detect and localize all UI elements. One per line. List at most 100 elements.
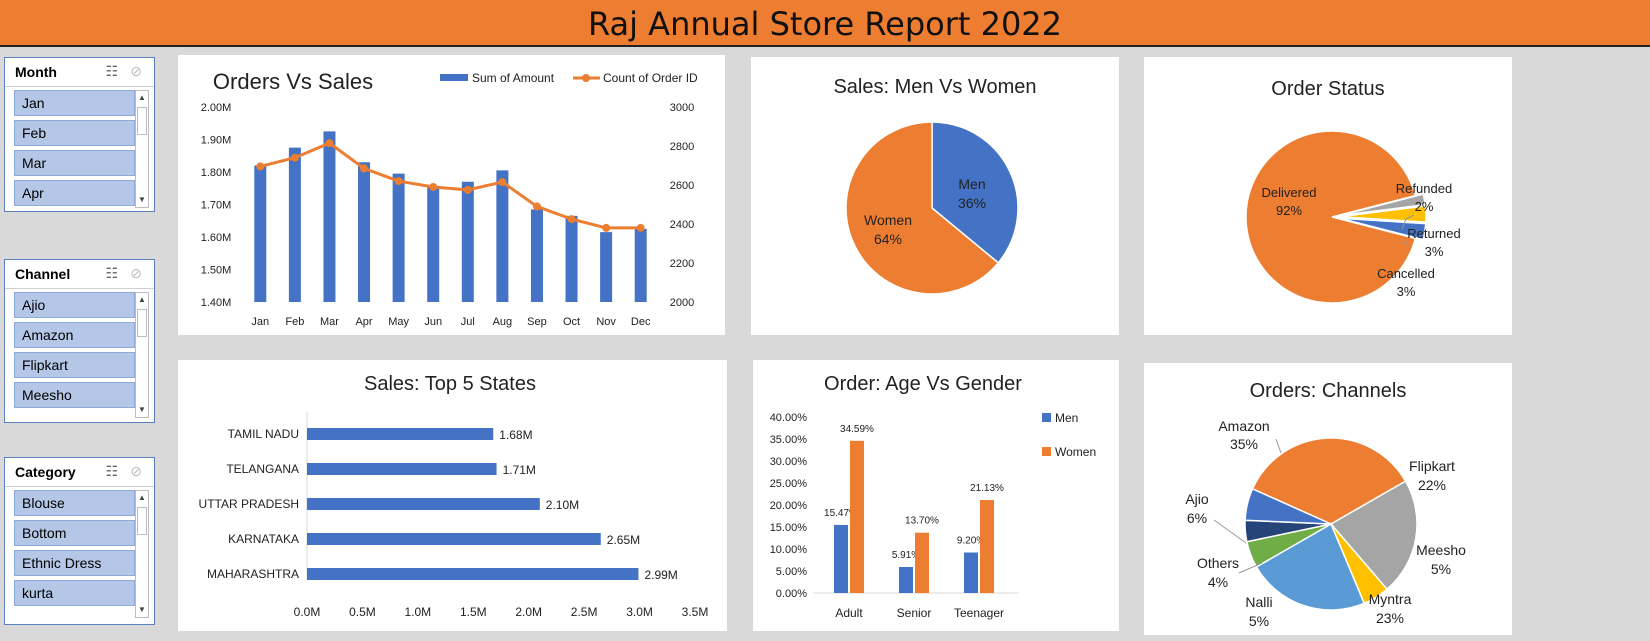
x-tick-label: Jul <box>461 316 475 328</box>
slicer-header: Channel ☷ ⊘ <box>5 260 154 289</box>
bar-value-label: 2.10M <box>546 498 579 512</box>
scroll-up-icon[interactable]: ▲ <box>138 493 146 502</box>
scroll-up-icon[interactable]: ▲ <box>138 295 146 304</box>
legend-label: Women <box>1055 445 1096 459</box>
chart-title: Sales: Top 5 States <box>364 373 536 395</box>
chart-orders-channels: Orders: Channels Amazon 35% Flipkart 22% Mees… <box>1144 363 1512 635</box>
slice-value: 23% <box>1376 610 1404 626</box>
slicer-item[interactable]: Ajio <box>14 292 135 318</box>
bar <box>530 209 543 302</box>
slicer-scrollbar[interactable]: ▲ ▼ <box>135 292 149 418</box>
slicer-item[interactable]: Meesho <box>14 382 135 408</box>
legend-label: Sum of Amount <box>472 71 555 85</box>
x-tick-label: Dec <box>631 316 651 328</box>
legend-marker <box>582 74 590 82</box>
bar-value-label: 2.65M <box>607 533 640 547</box>
slice-value: 64% <box>874 231 902 247</box>
report-header: Raj Annual Store Report 2022 <box>0 0 1650 47</box>
bar <box>288 147 301 302</box>
line-point <box>256 162 265 171</box>
scroll-down-icon[interactable]: ▼ <box>138 405 146 414</box>
pie-slice <box>1339 193 1427 217</box>
y-tick-label: 1.60M <box>201 232 232 244</box>
bar <box>461 181 474 302</box>
chart-orders-vs-sales: Orders Vs Sales 1.40M 1.50M 1.60M 1.70M 1.80M… <box>178 55 725 335</box>
slicer-category[interactable]: Category ☷ ⊘ Blouse Bottom Ethnic Dress … <box>4 457 155 625</box>
slice-value: 92% <box>1276 203 1302 218</box>
clear-filter-icon[interactable]: ⊘ <box>130 63 142 79</box>
y-tick-label: 35.00% <box>770 434 808 446</box>
bar-value-label: 34.59% <box>840 424 874 435</box>
multi-select-icon[interactable]: ☷ <box>105 63 118 79</box>
chart-top-states: Sales: Top 5 States TAMIL NADU 1.68M TELANG… <box>178 360 727 631</box>
slice-value: 36% <box>958 195 986 211</box>
y-tick-label: 30.00% <box>770 456 808 468</box>
x-tick-label: 2.5M <box>571 605 598 619</box>
y-tick-label: 5.00% <box>776 566 807 578</box>
y-tick-label: 40.00% <box>770 412 808 424</box>
scroll-thumb[interactable] <box>137 107 147 135</box>
bar <box>323 131 336 302</box>
slicer-item[interactable]: kurta <box>14 580 135 606</box>
bar <box>964 552 978 593</box>
slice-label: Ajio <box>1185 491 1209 507</box>
multi-select-icon[interactable]: ☷ <box>105 265 118 281</box>
chart-title: Order Status <box>1271 78 1384 100</box>
slice-label: Flipkart <box>1409 458 1455 474</box>
chart-order-status: Order Status Delivered 92% Refunded 2% Return… <box>1144 57 1512 335</box>
scroll-down-icon[interactable]: ▼ <box>138 195 146 204</box>
slicer-title: Category <box>15 464 76 480</box>
x-tick-label: Sep <box>527 316 547 328</box>
scroll-thumb[interactable] <box>137 309 147 337</box>
slice-label: Amazon <box>1218 418 1269 434</box>
x-tick-label: Apr <box>355 316 372 328</box>
bar <box>600 232 613 302</box>
series-line <box>259 141 641 230</box>
slice-label: Nalli <box>1245 594 1272 610</box>
scroll-thumb[interactable] <box>137 507 147 535</box>
x-tick-label: Feb <box>285 316 304 328</box>
bar-value-label: 2.99M <box>644 568 677 582</box>
x-tick-label: Aug <box>493 316 513 328</box>
y2-tick-label: 2600 <box>670 180 694 192</box>
x-tick-label: 0.0M <box>294 605 321 619</box>
clear-filter-icon[interactable]: ⊘ <box>130 463 142 479</box>
slicer-item[interactable]: Jan <box>14 90 135 116</box>
scroll-down-icon[interactable]: ▼ <box>138 605 146 614</box>
chart-title: Sales: Men Vs Women <box>833 76 1036 98</box>
scroll-up-icon[interactable]: ▲ <box>138 93 146 102</box>
category-label: UTTAR PRADESH <box>199 497 299 511</box>
slice-label: Others <box>1197 555 1239 571</box>
bar <box>307 568 639 580</box>
slicer-item[interactable]: Flipkart <box>14 352 135 378</box>
slicer-header: Month ☷ ⊘ <box>5 58 154 87</box>
line-point <box>394 177 403 186</box>
slicer-item[interactable]: Amazon <box>14 322 135 348</box>
slicer-item[interactable]: Mar <box>14 150 135 176</box>
slicer-item[interactable]: Bottom <box>14 520 135 546</box>
line-point <box>429 182 438 191</box>
x-tick-label: Teenager <box>954 606 1004 620</box>
slice-label: Men <box>958 176 985 192</box>
multi-select-icon[interactable]: ☷ <box>105 463 118 479</box>
slicer-item[interactable]: Ethnic Dress <box>14 550 135 576</box>
slicer-scrollbar[interactable]: ▲ ▼ <box>135 490 149 618</box>
slice-value: 3% <box>1397 284 1416 299</box>
bar <box>834 524 848 593</box>
slicer-item[interactable]: Apr <box>14 180 135 206</box>
line-point <box>463 185 472 194</box>
bar-value-label: 5.91% <box>892 550 920 561</box>
category-label: MAHARASHTRA <box>207 567 299 581</box>
clear-filter-icon[interactable]: ⊘ <box>130 265 142 281</box>
bar <box>254 165 267 302</box>
slicer-item[interactable]: Blouse <box>14 490 135 516</box>
slicer-month[interactable]: Month ☷ ⊘ Jan Feb Mar Apr ▲ ▼ <box>4 57 155 212</box>
slicer-item[interactable]: Feb <box>14 120 135 146</box>
bar <box>634 228 647 302</box>
category-label: TELANGANA <box>226 462 299 476</box>
slicer-scrollbar[interactable]: ▲ ▼ <box>135 90 149 208</box>
slicer-channel[interactable]: Channel ☷ ⊘ Ajio Amazon Flipkart Meesho … <box>4 259 155 423</box>
bar <box>307 498 540 510</box>
chart-title: Orders: Channels <box>1250 380 1407 402</box>
y-tick-label: 1.80M <box>201 167 232 179</box>
